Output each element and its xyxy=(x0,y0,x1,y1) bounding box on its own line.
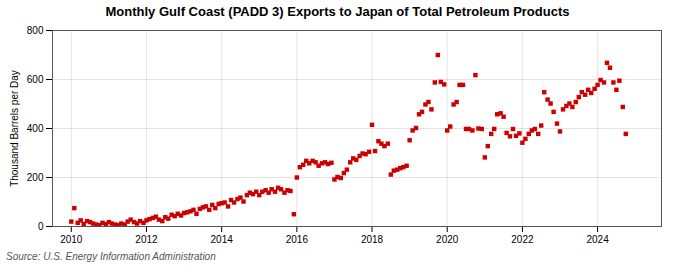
html-text:Monthly Gulf Coast (PADD 3) Ex: Monthly Gulf Coast (PADD 3) Exports to J… xyxy=(105,4,570,19)
svg-text:800: 800 xyxy=(27,25,44,36)
svg-text:400: 400 xyxy=(27,123,44,134)
svg-text:2020: 2020 xyxy=(436,234,459,245)
svg-text:200: 200 xyxy=(27,172,44,183)
svg-text:2016: 2016 xyxy=(286,234,309,245)
svg-text:2024: 2024 xyxy=(586,234,609,245)
svg-text:600: 600 xyxy=(27,74,44,85)
svg-text:2022: 2022 xyxy=(511,234,534,245)
svg-text:0: 0 xyxy=(38,221,44,232)
svg-text:Thousand Barrels per Day: Thousand Barrels per Day xyxy=(9,70,20,187)
svg-text:2018: 2018 xyxy=(361,234,384,245)
svg-text:2014: 2014 xyxy=(211,234,234,245)
html-text:Source: U.S. Energy Informatio: Source: U.S. Energy Information Administ… xyxy=(6,251,216,262)
svg-text:2010: 2010 xyxy=(60,234,83,245)
svg-text:2012: 2012 xyxy=(135,234,158,245)
